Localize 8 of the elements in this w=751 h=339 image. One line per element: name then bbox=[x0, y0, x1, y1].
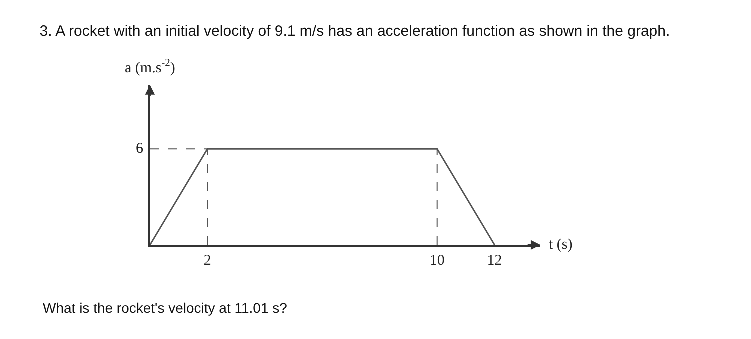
annotation: 6 bbox=[136, 141, 144, 157]
x-tick-label: 10 bbox=[430, 252, 445, 269]
y-axis-title: a (m.s$^{-2}$) bbox=[125, 58, 176, 76]
x-axis-title: t (s) bbox=[549, 237, 573, 253]
x-tick-label: 12 bbox=[487, 252, 502, 269]
chart-title: 3. A rocket with an initial velocity of 9.1 m/s has an acceleration function as shown in the graph. bbox=[40, 22, 670, 40]
x-tick-label: 2 bbox=[204, 252, 212, 269]
text: What is the rocket's velocity at 11.01 s? bbox=[43, 300, 288, 316]
